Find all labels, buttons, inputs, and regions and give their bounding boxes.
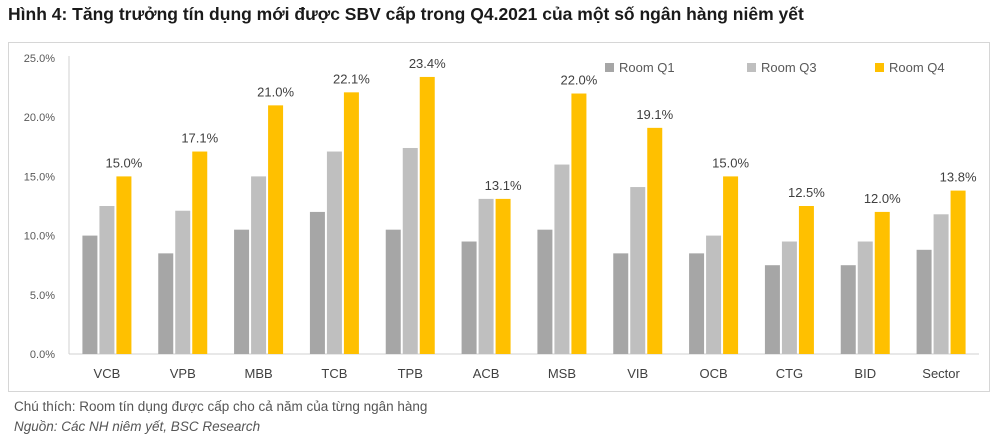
bar-room-q4 [495,198,511,354]
bar-room-q4 [723,176,739,354]
data-label: 13.1% [485,178,522,193]
x-tick-label: OCB [699,366,727,381]
bar-room-q4 [571,93,587,354]
x-tick-label: MBB [244,366,272,381]
bar-room-q1 [916,249,932,354]
bar-room-q4 [343,92,359,354]
bar-room-q1 [689,253,705,354]
bar-room-q4 [874,211,890,354]
x-tick-label: VPB [170,366,196,381]
bar-room-q4 [950,190,966,354]
bar-room-q4 [116,176,132,354]
legend-label: Room Q1 [619,60,675,75]
y-tick-label: 10.0% [24,231,55,243]
legend-swatch [875,63,884,72]
data-label: 15.0% [712,155,749,170]
y-tick-label: 25.0% [24,53,55,65]
bar-room-q1 [537,229,553,354]
bar-room-q1 [158,253,174,354]
bar-room-q1 [309,211,325,354]
x-tick-label: BID [854,366,876,381]
data-label: 22.0% [560,73,597,88]
bar-room-q3 [99,206,115,354]
data-label: 23.4% [409,56,446,71]
data-label: 19.1% [636,107,673,122]
data-label: 21.0% [257,84,294,99]
bar-room-q1 [234,229,250,354]
legend-label: Room Q4 [889,60,945,75]
data-label: 22.1% [333,71,370,86]
x-tick-label: TPB [398,366,423,381]
data-label: 17.1% [181,131,218,146]
legend-swatch [747,63,756,72]
y-tick-label: 15.0% [24,171,55,183]
x-tick-label: ACB [473,366,500,381]
bar-room-q4 [268,105,284,354]
data-label: 15.0% [105,155,142,170]
chart-frame: 0.0% 5.0% 10.0% 15.0% 20.0% 25.0% 15.0% VCB 17.1… [8,42,990,392]
data-label: 12.5% [788,185,825,200]
bar-room-q1 [613,253,629,354]
bar-room-q4 [647,127,663,354]
bar-room-q3 [478,198,494,354]
x-tick-label: CTG [776,366,803,381]
bar-room-q1 [82,235,98,354]
data-label: 12.0% [864,191,901,206]
y-tick-label: 0.0% [30,349,55,361]
bar-room-q3 [402,147,418,354]
figure-notes: Chú thích: Room tín dụng được cấp cho cả… [14,397,427,437]
bar-room-q1 [461,241,477,354]
x-tick-label: VIB [627,366,648,381]
bar-room-q3 [326,151,342,354]
bar-room-q4 [192,151,208,354]
bar-room-q4 [419,76,435,354]
bar-room-q1 [764,265,780,354]
figure-title: Hình 4: Tăng trưởng tín dụng mới được SB… [8,4,804,24]
x-tick-label: MSB [548,366,576,381]
x-tick-label: VCB [94,366,121,381]
bar-room-q3 [706,235,722,354]
legend-swatch [605,63,614,72]
bar-chart: 0.0% 5.0% 10.0% 15.0% 20.0% 25.0% 15.0% VCB 17.1… [24,53,979,381]
bar-room-q3 [781,241,797,354]
bar-room-q1 [385,229,401,354]
y-tick-label: 20.0% [24,112,55,124]
y-tick-label: 5.0% [30,290,55,302]
bar-room-q4 [798,206,814,354]
bar-room-q3 [554,164,570,354]
bar-room-q1 [840,265,856,354]
bar-room-q3 [251,176,267,354]
x-tick-label: Sector [922,366,960,381]
legend-label: Room Q3 [761,60,817,75]
x-tick-label: TCB [321,366,347,381]
bar-room-q3 [857,241,873,354]
bar-room-q3 [933,214,949,354]
bar-room-q3 [630,187,646,354]
bar-room-q3 [175,210,191,354]
data-label: 13.8% [940,170,977,185]
figure-source: Nguồn: Các NH niêm yết, BSC Research [14,419,261,434]
figure-note: Chú thích: Room tín dụng được cấp cho cả… [14,399,428,414]
